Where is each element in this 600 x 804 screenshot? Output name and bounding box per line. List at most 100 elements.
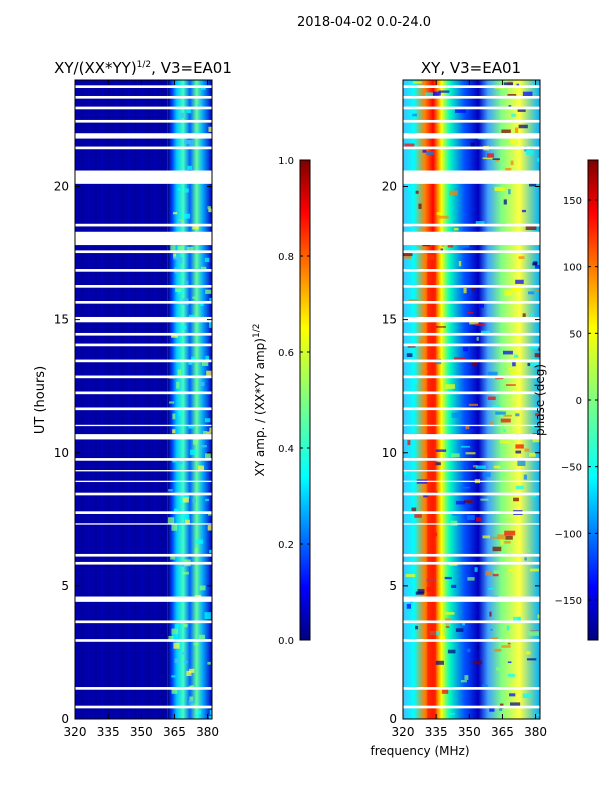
phase-speckle bbox=[421, 370, 430, 373]
y-tick-label: 10 bbox=[382, 446, 397, 460]
phase-speckle bbox=[523, 474, 528, 480]
data-gap bbox=[75, 146, 212, 150]
phase-speckle bbox=[503, 429, 506, 433]
data-gap bbox=[403, 316, 540, 323]
phase-speckle bbox=[510, 160, 514, 166]
amplitude-blob bbox=[174, 624, 179, 629]
phase-speckle bbox=[532, 425, 539, 429]
amplitude-blob bbox=[182, 571, 189, 575]
colorbar-tick-label: 0.4 bbox=[278, 444, 294, 455]
phase-colorbar-ticks: −150 −100 −50 0 50 100 150 bbox=[555, 196, 598, 607]
phase-speckle bbox=[494, 186, 506, 192]
phase-speckle bbox=[492, 158, 500, 160]
amplitude-stripe bbox=[154, 80, 157, 719]
phase-speckle bbox=[445, 621, 451, 627]
phase-speckle bbox=[424, 92, 434, 97]
data-gap bbox=[75, 133, 212, 139]
x-tick-label: 350 bbox=[458, 725, 481, 739]
data-gap bbox=[75, 223, 212, 227]
phase-speckle bbox=[489, 707, 495, 712]
phase-speckle bbox=[504, 530, 516, 536]
phase-speckle bbox=[507, 93, 517, 96]
phase-speckle bbox=[505, 535, 513, 540]
phase-speckle bbox=[501, 129, 511, 133]
phase-speckle bbox=[538, 348, 540, 351]
data-gap bbox=[403, 511, 540, 514]
amplitude-blob bbox=[168, 489, 173, 492]
amplitude-blob bbox=[183, 623, 188, 628]
amplitude-blob bbox=[178, 219, 184, 224]
y-tick-label: 5 bbox=[61, 579, 69, 593]
phase-speckle bbox=[436, 212, 442, 215]
amplitude-stripe bbox=[161, 80, 163, 719]
x-tick-label: 335 bbox=[425, 725, 448, 739]
phase-speckle bbox=[487, 153, 495, 158]
amplitude-blob bbox=[171, 333, 178, 338]
phase-speckle bbox=[455, 500, 465, 505]
data-gap bbox=[75, 620, 212, 624]
data-gap bbox=[75, 511, 212, 514]
amplitude-blob bbox=[199, 634, 206, 642]
phase-speckle bbox=[512, 361, 516, 367]
data-gap bbox=[403, 639, 540, 642]
phase-speckle bbox=[481, 330, 490, 334]
data-gap bbox=[75, 95, 212, 99]
data-gap bbox=[75, 375, 212, 379]
amplitude-blob bbox=[188, 139, 194, 147]
amplitude-blob bbox=[169, 401, 175, 404]
colorbar-tick-label: −150 bbox=[555, 596, 582, 607]
amplitude-blob bbox=[189, 696, 194, 702]
phase-speckle bbox=[529, 312, 534, 316]
phase-speckle bbox=[532, 262, 538, 266]
amplitude-blob bbox=[183, 213, 191, 219]
phase-speckle bbox=[466, 515, 475, 520]
phase-speckle bbox=[415, 625, 418, 630]
data-gap bbox=[75, 407, 212, 411]
amplitude-blob bbox=[178, 410, 182, 416]
colorbar-tick-label: 150 bbox=[563, 196, 582, 207]
amplitude-blob bbox=[200, 444, 207, 448]
data-gap bbox=[75, 269, 212, 272]
x-tick-label: 320 bbox=[64, 725, 87, 739]
phase-speckle bbox=[406, 603, 412, 609]
amplitude-blob bbox=[182, 495, 190, 499]
amplitude-blob bbox=[177, 220, 182, 227]
phase-colorbar: −150 −100 −50 0 50 100 150 phase (deg) bbox=[533, 159, 599, 641]
phase-speckle bbox=[438, 215, 449, 219]
phase-speckle bbox=[492, 573, 499, 577]
data-gap bbox=[75, 639, 212, 642]
phase-speckle bbox=[515, 485, 524, 490]
phase-speckle bbox=[526, 658, 537, 661]
phase-speckle bbox=[505, 384, 516, 386]
phase-speckle bbox=[508, 569, 516, 572]
colorbar-tick-label: 0.2 bbox=[278, 540, 294, 551]
amplitude-blob bbox=[205, 498, 210, 502]
phase-speckle bbox=[451, 584, 457, 588]
amplitude-blob bbox=[208, 208, 212, 213]
amplitude-blob bbox=[193, 438, 199, 445]
amplitude-blob bbox=[206, 431, 212, 434]
amplitude-blob bbox=[189, 449, 197, 455]
phase-speckle bbox=[460, 680, 467, 683]
amplitude-blob bbox=[189, 668, 195, 673]
colorbar-tick-label: 0.6 bbox=[278, 348, 294, 359]
phase-speckle bbox=[515, 279, 524, 284]
amplitude-blob bbox=[202, 360, 209, 366]
phase-speckle bbox=[472, 465, 478, 468]
phase-speckle bbox=[455, 628, 464, 632]
phase-speckle bbox=[404, 254, 412, 259]
phase-speckle bbox=[412, 113, 417, 117]
phase-speckle bbox=[438, 90, 450, 93]
amplitude-stripe bbox=[88, 80, 90, 719]
phase-speckle bbox=[463, 486, 470, 489]
amplitude-blob bbox=[192, 498, 196, 503]
amplitude-stripe bbox=[141, 80, 143, 719]
phase-speckle bbox=[407, 440, 411, 446]
x-tick-label: 380 bbox=[524, 725, 547, 739]
amplitude-stripe bbox=[101, 80, 104, 719]
amplitude-blob bbox=[204, 418, 211, 423]
amplitude-blob bbox=[204, 612, 211, 620]
amplitude-blob bbox=[173, 253, 177, 259]
data-gap bbox=[75, 458, 212, 461]
